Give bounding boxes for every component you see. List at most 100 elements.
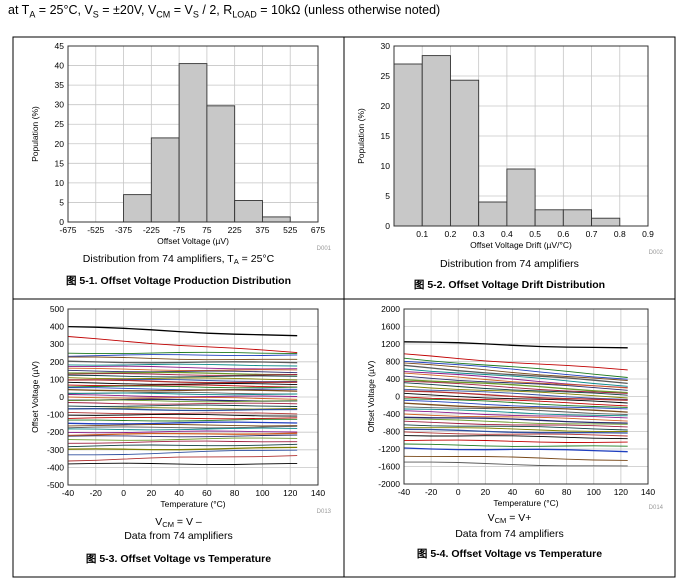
y-tick-label: 0 xyxy=(385,221,390,231)
y-tick-label: 800 xyxy=(386,357,400,367)
amplifier-trace xyxy=(403,420,628,428)
y-tick-label: -500 xyxy=(47,480,64,490)
histogram-bar xyxy=(178,63,208,223)
amplifier-trace xyxy=(67,392,298,396)
amplifier-trace xyxy=(67,446,298,451)
y-tick-label: -200 xyxy=(47,427,64,437)
amplifier-trace xyxy=(68,449,298,456)
figure-caption: 图 5-1. Offset Voltage Production Distrib… xyxy=(66,275,291,287)
y-axis-label: Population (%) xyxy=(356,108,366,164)
x-axis-label: Offset Voltage (µV) xyxy=(157,236,229,246)
chart-fig-5-1: 0 5 10 15 20 25 30 35 40 45 -675 -525 -375 -225 -75 75 2… xyxy=(30,41,332,287)
x-tick-label: 0 xyxy=(121,488,126,498)
amplifier-trace xyxy=(403,385,628,399)
amplifier-trace xyxy=(67,425,298,429)
y-tick-label: 1200 xyxy=(381,339,400,349)
amplifier-trace xyxy=(403,443,628,447)
amplifier-trace xyxy=(403,399,628,410)
vcm-condition: VCM = V – xyxy=(155,516,202,529)
x-tick-label: 40 xyxy=(174,488,184,498)
amplifier-trace xyxy=(67,381,298,386)
page-header: at TA = 25°C, VS = ±20V, VCM = VS / 2, R… xyxy=(8,3,441,20)
figure-code: D013 xyxy=(317,509,332,515)
amplifier-trace xyxy=(67,402,298,405)
amplifier-trace xyxy=(403,392,628,404)
histogram-bar xyxy=(123,194,152,223)
amplifier-trace xyxy=(67,404,298,407)
amplifier-trace xyxy=(67,416,298,420)
histogram-bar xyxy=(206,105,236,223)
amplifier-trace xyxy=(67,421,298,425)
y-tick-label: 300 xyxy=(50,339,64,349)
x-tick-label: 75 xyxy=(202,225,212,235)
amplifier-trace xyxy=(403,455,628,461)
amplifier-trace xyxy=(68,387,298,391)
amplifier-trace xyxy=(403,431,628,437)
histogram-bar xyxy=(449,79,480,227)
x-tick-label: 0.8 xyxy=(614,229,626,239)
amplifier-trace xyxy=(67,413,298,417)
x-tick-label: 0.5 xyxy=(529,229,541,239)
x-tick-label: -375 xyxy=(115,225,132,235)
x-tick-label: 120 xyxy=(283,488,297,498)
chart-fig-5-4: -2000-1600-1200-800-40004008001200160020… xyxy=(366,304,664,560)
amplifier-trace xyxy=(67,443,298,448)
distribution-note: Data from 74 amplifiers xyxy=(455,528,564,540)
y-tick-label: -100 xyxy=(47,410,64,420)
x-tick-label: 80 xyxy=(230,488,240,498)
x-tick-label: 0.4 xyxy=(501,229,513,239)
amplifier-trace xyxy=(403,435,628,440)
x-tick-label: 375 xyxy=(255,225,269,235)
amplifier-trace xyxy=(67,374,298,378)
amplifier-trace xyxy=(67,356,298,361)
histogram-bar xyxy=(506,168,536,227)
amplifier-trace xyxy=(67,363,298,367)
y-tick-label: 2000 xyxy=(381,304,400,314)
y-tick-label: 25 xyxy=(55,119,65,129)
y-tick-label: -800 xyxy=(383,427,400,437)
histogram-bar xyxy=(261,216,291,223)
amplifier-trace xyxy=(403,357,628,378)
histogram-bar xyxy=(421,55,451,227)
amplifier-trace xyxy=(403,341,628,349)
histogram-bar xyxy=(562,209,593,227)
y-tick-label: -300 xyxy=(47,445,64,455)
amplifier-trace xyxy=(67,367,298,371)
amplifier-trace xyxy=(403,428,628,434)
x-tick-label: 80 xyxy=(562,487,572,497)
distribution-note: Distribution from 74 amplifiers, TA = 25… xyxy=(83,253,275,266)
amplifier-trace xyxy=(67,437,298,441)
x-tick-label: -20 xyxy=(90,488,103,498)
amplifier-trace xyxy=(403,390,628,401)
y-tick-label: 400 xyxy=(50,322,64,332)
x-tick-label: 140 xyxy=(641,487,655,497)
histogram-bar xyxy=(234,200,263,223)
amplifier-trace xyxy=(403,379,628,394)
figure-caption: 图 5-2. Offset Voltage Drift Distribution xyxy=(414,279,605,291)
figure-code: D001 xyxy=(317,246,332,252)
amplifier-trace xyxy=(67,365,298,370)
y-tick-label: -2000 xyxy=(378,479,400,489)
amplifier-trace xyxy=(403,360,628,380)
amplifier-trace xyxy=(67,430,298,434)
amplifier-trace xyxy=(403,439,628,443)
y-tick-label: 10 xyxy=(381,161,391,171)
y-tick-label: 25 xyxy=(381,71,391,81)
plot-area-frame xyxy=(67,45,319,223)
figure-caption: 图 5-4. Offset Voltage vs Temperature xyxy=(417,548,602,560)
y-tick-label: 0 xyxy=(59,392,64,402)
amplifier-trace xyxy=(67,432,298,437)
y-tick-label: 0 xyxy=(59,217,64,227)
plot-area-frame xyxy=(393,45,649,227)
vcm-condition: VCM = V+ xyxy=(488,512,532,525)
amplifier-trace xyxy=(67,388,298,392)
amplifier-trace xyxy=(404,461,628,467)
y-tick-label: 30 xyxy=(55,100,65,110)
y-axis-label: Offset Voltage (µV) xyxy=(30,361,40,433)
amplifier-trace xyxy=(67,408,298,412)
amplifier-trace xyxy=(404,427,628,432)
amplifier-trace xyxy=(403,447,628,453)
amplifier-trace xyxy=(403,416,628,424)
y-tick-label: 10 xyxy=(55,178,65,188)
x-tick-label: -40 xyxy=(398,487,411,497)
